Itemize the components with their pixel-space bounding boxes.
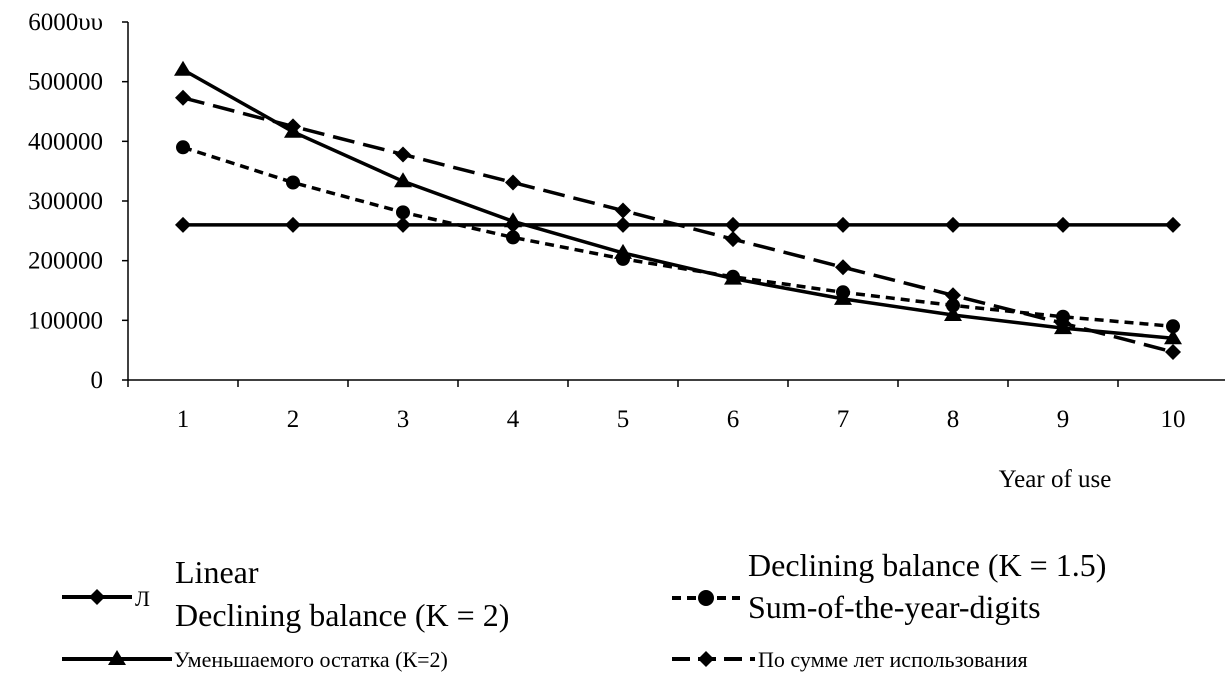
point-declining-k15 (615, 202, 631, 219)
point-sum-years (836, 285, 850, 300)
point-declining-k15 (1165, 343, 1181, 360)
point-linear (945, 216, 961, 233)
point-declining-k15 (835, 259, 851, 276)
point-declining-k2 (944, 305, 962, 321)
legend-label-linear: Linear (175, 554, 259, 590)
x-tick-label: 8 (947, 406, 960, 433)
legend-ru-sum-years: По сумме лет использования (758, 647, 1028, 672)
y-tick-label: 6000υυ (28, 9, 103, 36)
point-sum-years (396, 205, 410, 220)
point-linear (835, 216, 851, 233)
point-sum-years (1166, 319, 1180, 334)
legend-label-sum-years: Sum-of-the-year-digits (748, 589, 1041, 625)
legend-marker-sum-years (698, 590, 714, 606)
point-linear (395, 216, 411, 233)
x-tick-label: 10 (1161, 406, 1186, 433)
x-tick-label: 2 (287, 406, 300, 433)
y-tick-label: 0 (91, 367, 104, 394)
point-declining-k15 (505, 174, 521, 191)
series-declining-k15 (175, 89, 1181, 360)
legend-marker-declining-k15 (698, 651, 714, 667)
legend: Л Linear Declining balance (K = 2) Умень… (62, 547, 1106, 672)
point-declining-k2 (174, 60, 192, 76)
point-declining-k2 (504, 212, 522, 228)
point-linear (285, 216, 301, 233)
point-linear (615, 216, 631, 233)
x-tick-label: 5 (617, 406, 630, 433)
point-declining-k15 (1055, 315, 1071, 332)
legend-label-declining-k15: Declining balance (K = 1.5) (748, 547, 1106, 583)
point-declining-k15 (945, 287, 961, 304)
point-sum-years (946, 298, 960, 313)
point-declining-k15 (285, 118, 301, 135)
point-linear (1055, 216, 1071, 233)
y-tick-label: 500000 (28, 69, 103, 96)
legend-label-declining-k2: Declining balance (K = 2) (175, 597, 509, 633)
x-tick-label: 3 (397, 406, 410, 433)
series-line-sum-years (182, 145, 1174, 329)
point-sum-years (506, 230, 520, 245)
point-declining-k15 (175, 89, 191, 106)
legend-ru-linear: Л (135, 586, 150, 611)
point-linear (1165, 216, 1181, 233)
x-tick-label: 4 (507, 406, 520, 433)
point-declining-k2 (1164, 329, 1182, 345)
y-tick-label: 100000 (28, 307, 103, 334)
y-tick-label: 400000 (28, 128, 103, 155)
axes (122, 21, 1225, 387)
y-tick-label: 200000 (28, 248, 103, 275)
series-sum-years (176, 140, 1180, 334)
x-tick-label: 6 (727, 406, 740, 433)
y-tick-label: 300000 (28, 188, 103, 215)
point-sum-years (616, 251, 630, 266)
series-line-declining-k15 (182, 96, 1174, 354)
x-tick-label: 1 (177, 406, 190, 433)
series-group (174, 60, 1182, 360)
point-sum-years (176, 140, 190, 155)
point-sum-years (286, 175, 300, 190)
series-declining-k2 (174, 60, 1182, 345)
x-tick-label: 7 (837, 406, 850, 433)
point-declining-k15 (725, 231, 741, 248)
series-line-declining-k2 (182, 68, 1174, 340)
x-tick-label: 9 (1057, 406, 1070, 433)
x-tick-labels: 1 2 3 4 5 6 7 8 9 10 (177, 406, 1186, 433)
point-declining-k15 (395, 146, 411, 163)
y-tick-labels: 0 100000 200000 300000 400000 500000 6000υυ (28, 9, 103, 394)
legend-marker-linear (89, 589, 105, 605)
point-sum-years (726, 269, 740, 284)
legend-ru-declining-k2: Уменьшаемого остатка (К=2) (174, 647, 448, 672)
point-declining-k2 (394, 172, 412, 188)
point-linear (725, 216, 741, 233)
point-linear (175, 216, 191, 233)
legend-marker-declining-k2 (108, 650, 126, 665)
x-axis-label: Year of use (999, 466, 1112, 493)
